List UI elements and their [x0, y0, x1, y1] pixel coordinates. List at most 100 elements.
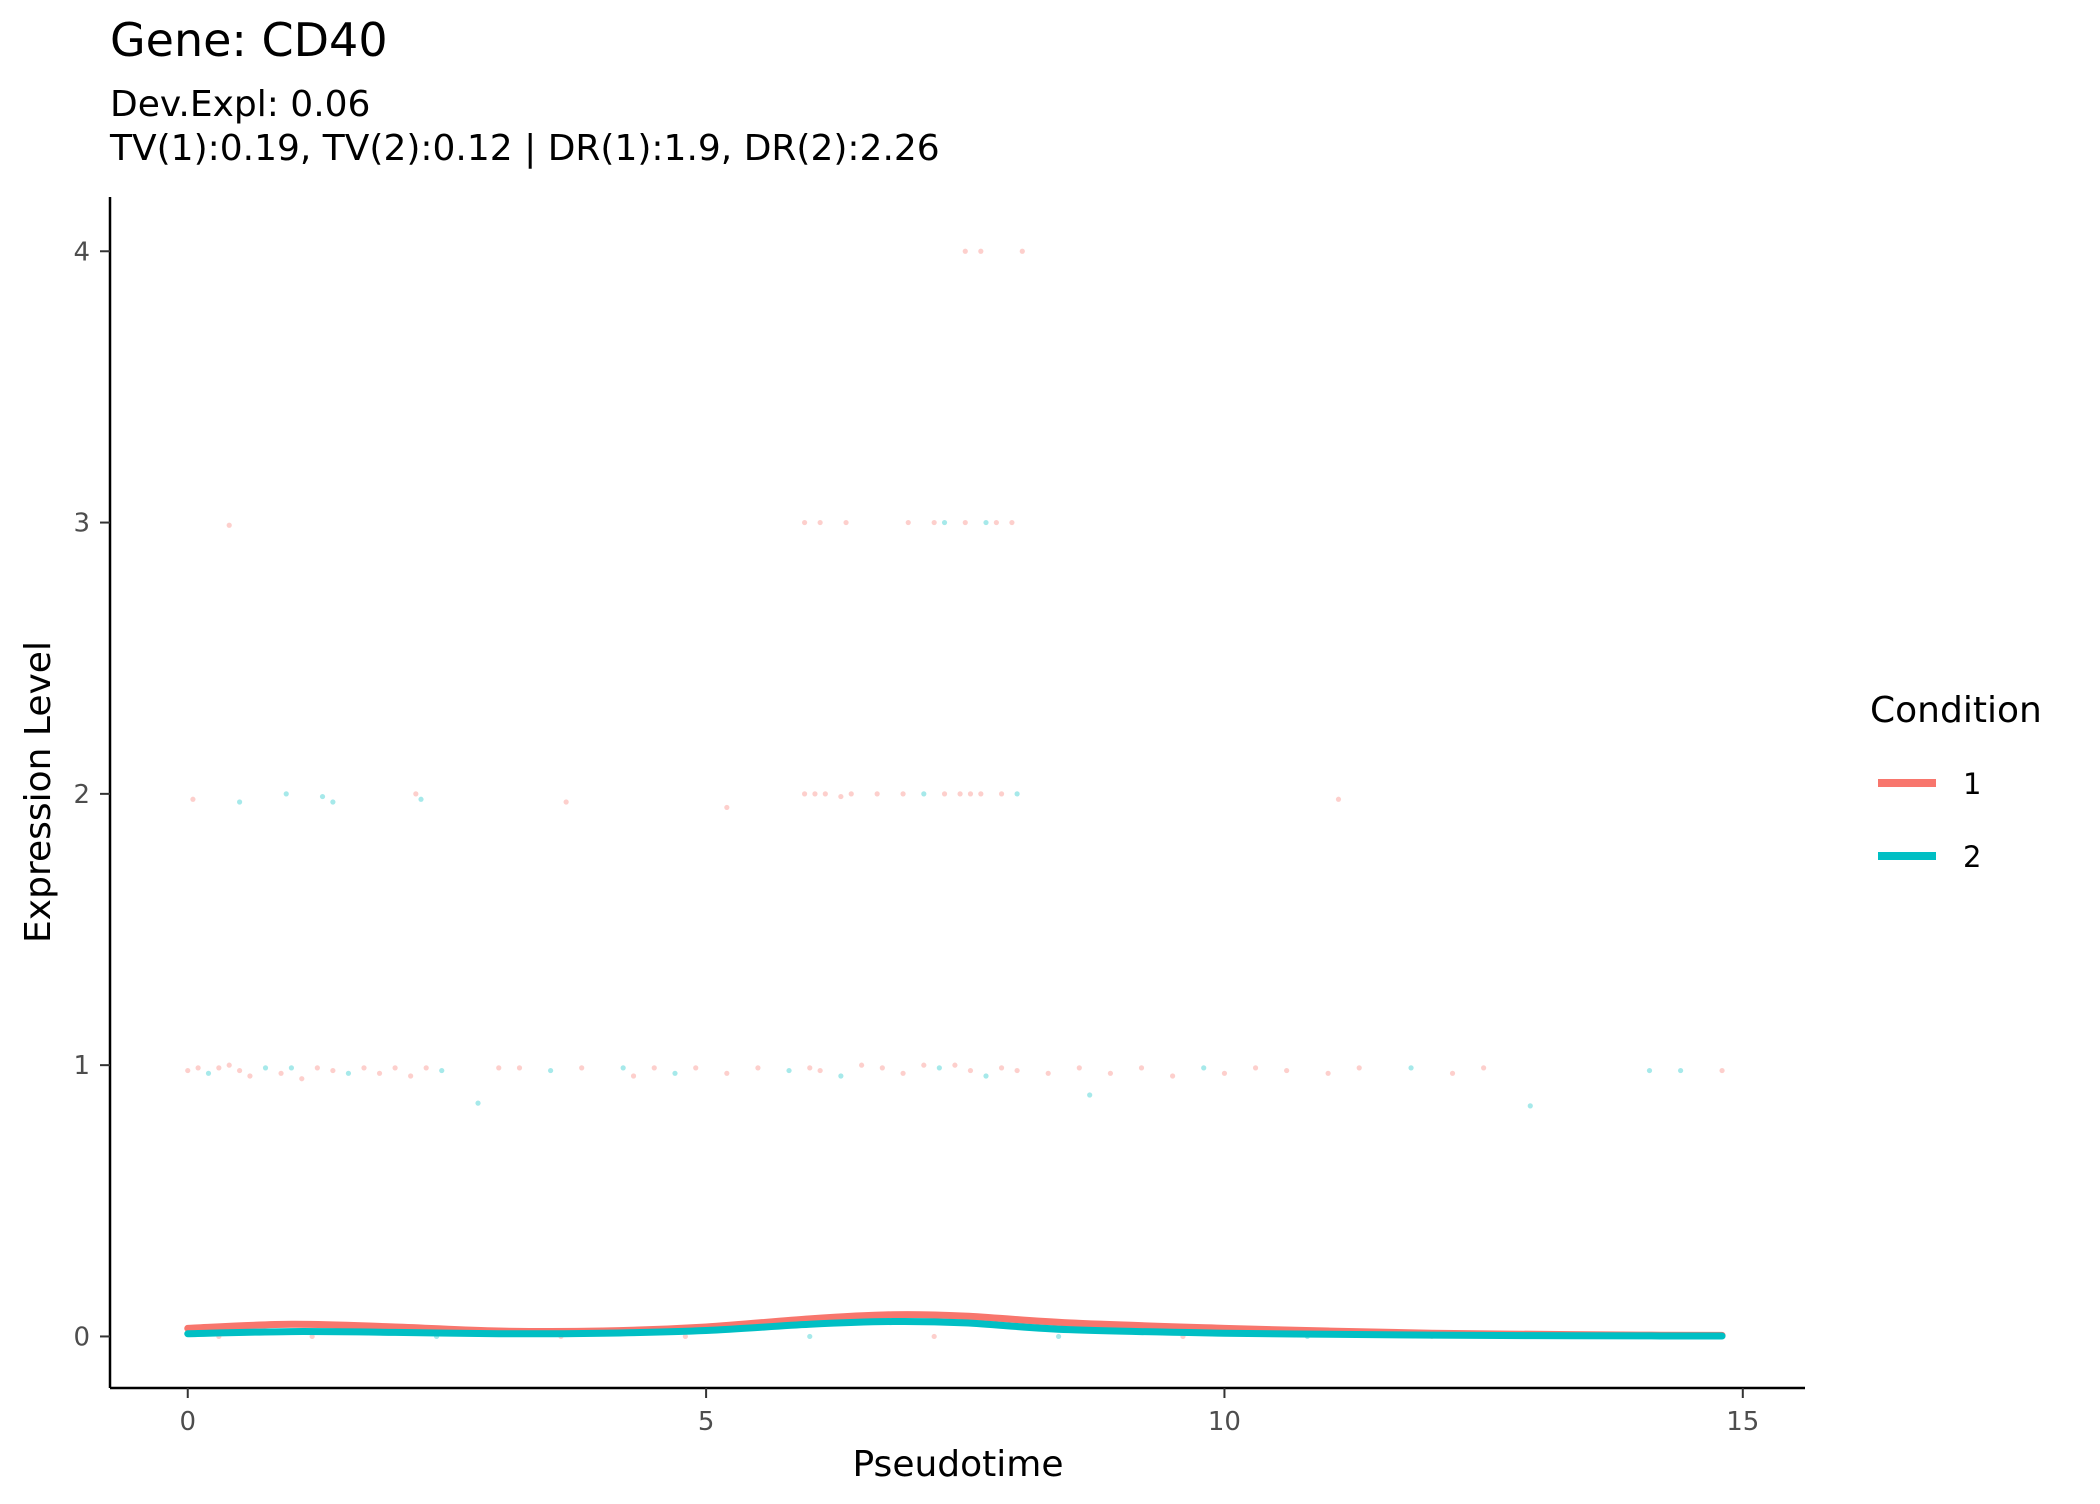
scatter-point [843, 519, 849, 526]
scatter-point [563, 799, 569, 805]
scatter-point [838, 1073, 844, 1079]
x-tick-label: 5 [698, 1407, 715, 1437]
legend-title: Condition [1870, 690, 2042, 731]
legend-label-1: 1 [1963, 767, 1981, 801]
scatter-point [288, 1065, 295, 1071]
y-tick-label: 4 [73, 237, 90, 267]
scatter-point [247, 1073, 253, 1079]
scatter-point [547, 1067, 554, 1074]
x-axis-title: Pseudotime [852, 1444, 1063, 1485]
y-axis-title: Expression Level [18, 641, 59, 943]
scatter-point [330, 799, 336, 805]
scatter-point [962, 248, 968, 254]
scatter-point [408, 1073, 414, 1079]
scatter-point [998, 1065, 1005, 1071]
scatter-point [807, 1065, 813, 1071]
scatter-point [931, 1333, 937, 1340]
scatter-point [1014, 791, 1020, 797]
scatter-point [1076, 1065, 1082, 1071]
scatter-point [786, 1067, 792, 1074]
scatter-point [983, 519, 989, 526]
scatter-point [859, 1062, 865, 1068]
chart-subtitle-line-2: TV(1):0.19, TV(2):0.12 | DR(1):1.9, DR(2… [109, 128, 940, 169]
scatter-point [921, 1062, 927, 1068]
scatter-point [1325, 1070, 1331, 1076]
scatter-point [1014, 1067, 1020, 1074]
scatter-point [1087, 1092, 1093, 1098]
y-tick-label: 2 [73, 780, 90, 810]
scatter-point [195, 1065, 201, 1071]
scatter-point [957, 791, 963, 797]
scatter-point [516, 1065, 523, 1071]
scatter-point [941, 519, 948, 526]
y-tick-label: 1 [73, 1051, 90, 1081]
scatter-point [967, 1067, 974, 1074]
scatter-point [1335, 796, 1342, 802]
scatter-point [579, 1065, 585, 1071]
chart-title: Gene: CD40 [110, 13, 388, 67]
scatter-point [620, 1065, 626, 1071]
scatter-point [205, 1070, 212, 1076]
x-tick-label: 0 [179, 1407, 196, 1437]
scatter-point [693, 1065, 699, 1071]
scatter-point [1356, 1065, 1362, 1071]
scatter-point [812, 791, 818, 797]
scatter-point [817, 519, 823, 526]
scatter-point [993, 519, 999, 526]
scatter-point [838, 793, 844, 800]
scatter-point [1170, 1073, 1176, 1079]
scatter-point [190, 796, 196, 802]
scatter-point [900, 1070, 906, 1076]
scatter-point [236, 799, 243, 805]
scatter-point [967, 791, 974, 797]
scatter-point [413, 791, 419, 797]
scatter-point [998, 791, 1005, 797]
scatter-point [361, 1065, 367, 1071]
scatter-point [1221, 1070, 1228, 1076]
scatter-point [226, 1062, 232, 1068]
scatter-point [309, 1333, 315, 1340]
y-axis-ticks: 0 1 2 3 4 [73, 237, 110, 1352]
scatter-point [905, 519, 911, 526]
scatter-point [423, 1065, 429, 1071]
scatter-point [630, 1073, 637, 1079]
scatter-point [822, 791, 828, 797]
scatter-point [724, 804, 730, 811]
scatter-point [874, 791, 880, 797]
x-axis-ticks: 0 5 10 15 [179, 1388, 1759, 1437]
scatter-point [1449, 1070, 1456, 1076]
scatter-point [1284, 1067, 1290, 1074]
scatter-point [319, 793, 326, 800]
scatter-point [807, 1333, 813, 1340]
scatter-point [1138, 1065, 1145, 1071]
x-tick-label: 15 [1726, 1407, 1759, 1437]
scatter-point [236, 1067, 243, 1074]
scatter-point [1677, 1067, 1684, 1074]
scatter-point [952, 1062, 958, 1068]
scatter-point [496, 1065, 502, 1071]
scatter-point [1055, 1333, 1062, 1340]
legend-label-2: 2 [1963, 840, 1981, 874]
scatter-point [392, 1065, 398, 1071]
scatter-point [651, 1065, 657, 1071]
scatter-point [978, 791, 984, 797]
scatter-point [1009, 519, 1015, 526]
scatter-point [801, 519, 808, 526]
smooth-lines [184, 1311, 1726, 1340]
scatter-point [1527, 1103, 1533, 1109]
scatter-point [801, 791, 808, 797]
scatter-point [314, 1065, 320, 1071]
scatter-point [283, 791, 289, 797]
scatter-point [900, 791, 906, 797]
scatter-point [817, 1067, 823, 1074]
scatter-point [299, 1076, 305, 1082]
scatter-point [418, 796, 424, 802]
scatter-point [941, 791, 948, 797]
scatter-point [262, 1065, 269, 1071]
chart-subtitle-line-1: Dev.Expl: 0.06 [110, 84, 370, 125]
scatter-points [185, 248, 1725, 1340]
series-line-2 [184, 1317, 1726, 1340]
legend: Condition 1 2 [1870, 690, 2042, 874]
